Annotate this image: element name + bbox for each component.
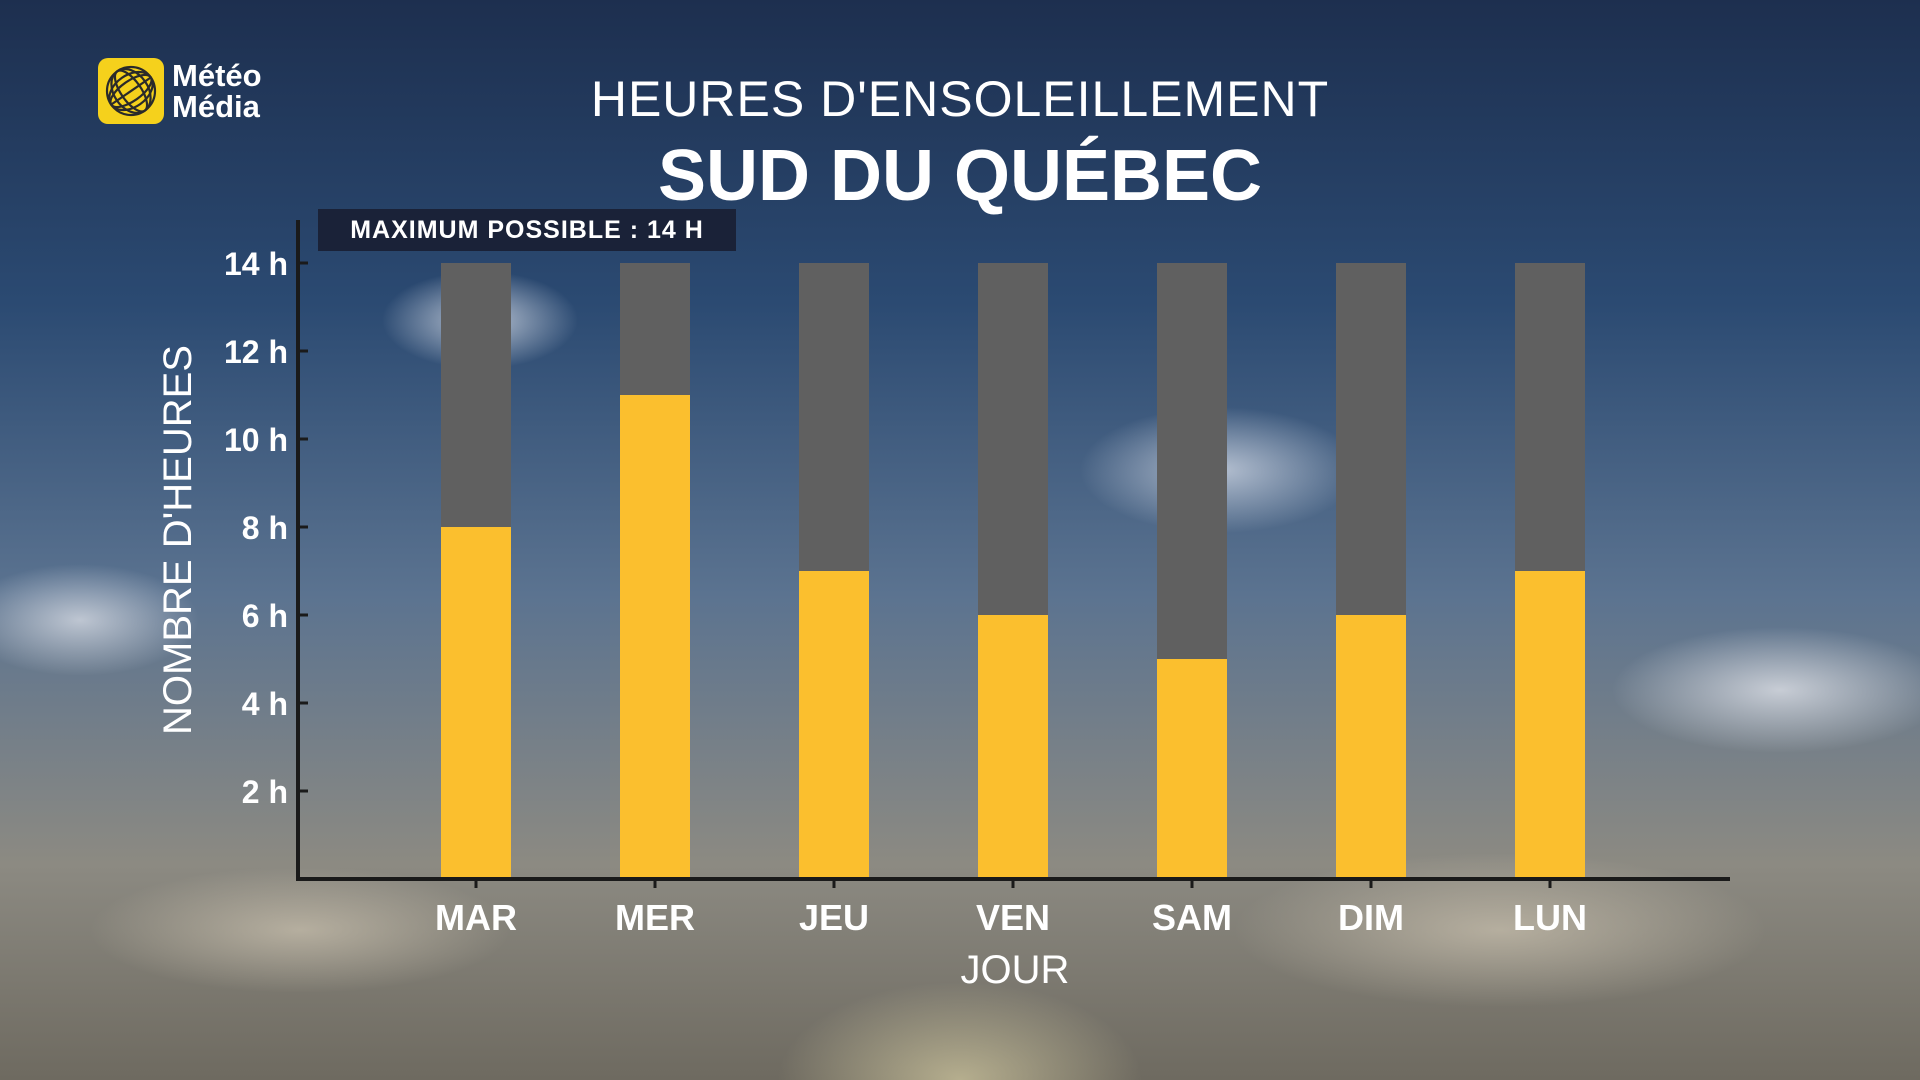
y-tick-label-10: 10 h — [224, 422, 288, 458]
labels-group: MAR MER JEU VEN SAM DIM LUN 2 h 4 h 6 h 8 h 10 h 12 … — [224, 246, 1587, 938]
y-axis-title: NOMBRE D'HEURES — [156, 345, 200, 735]
sunshine-bar-lun — [1515, 571, 1585, 879]
x-tick-label-ven: VEN — [976, 897, 1050, 938]
sunshine-bar-mer — [620, 395, 690, 879]
x-axis-title: JOUR — [961, 948, 1070, 992]
logo-wordmark: Météo Média — [172, 60, 262, 122]
logo-line-1: Météo — [172, 58, 262, 93]
axes-group — [296, 220, 1730, 888]
logo-line-2: Média — [172, 89, 260, 124]
sunshine-bar-sam — [1157, 659, 1227, 879]
y-tick-label-8: 8 h — [242, 510, 288, 546]
x-tick-label-jeu: JEU — [799, 897, 869, 938]
sunshine-bar-ven — [978, 615, 1048, 879]
x-tick-label-lun: LUN — [1513, 897, 1587, 938]
max-possible-badge: MAXIMUM POSSIBLE : 14 H — [318, 209, 736, 251]
x-tick-label-mer: MER — [615, 897, 695, 938]
bars-group — [441, 263, 1585, 879]
meteomedia-logo: Météo Média — [98, 58, 262, 124]
sunshine-bar-dim — [1336, 615, 1406, 879]
x-tick-label-mar: MAR — [435, 897, 517, 938]
chart-subtitle: SUD DU QUÉBEC — [657, 136, 1263, 216]
x-tick-label-dim: DIM — [1338, 897, 1404, 938]
y-tick-label-14: 14 h — [224, 246, 288, 282]
globe-icon — [98, 58, 164, 124]
sunshine-bar-jeu — [799, 571, 869, 879]
chart-title: HEURES D'ENSOLEILLEMENT — [590, 71, 1330, 127]
y-tick-label-4: 4 h — [242, 686, 288, 722]
y-tick-label-12: 12 h — [224, 334, 288, 370]
y-tick-label-6: 6 h — [242, 598, 288, 634]
y-tick-label-2: 2 h — [242, 774, 288, 810]
x-tick-label-sam: SAM — [1152, 897, 1232, 938]
sunshine-bar-mar — [441, 527, 511, 879]
